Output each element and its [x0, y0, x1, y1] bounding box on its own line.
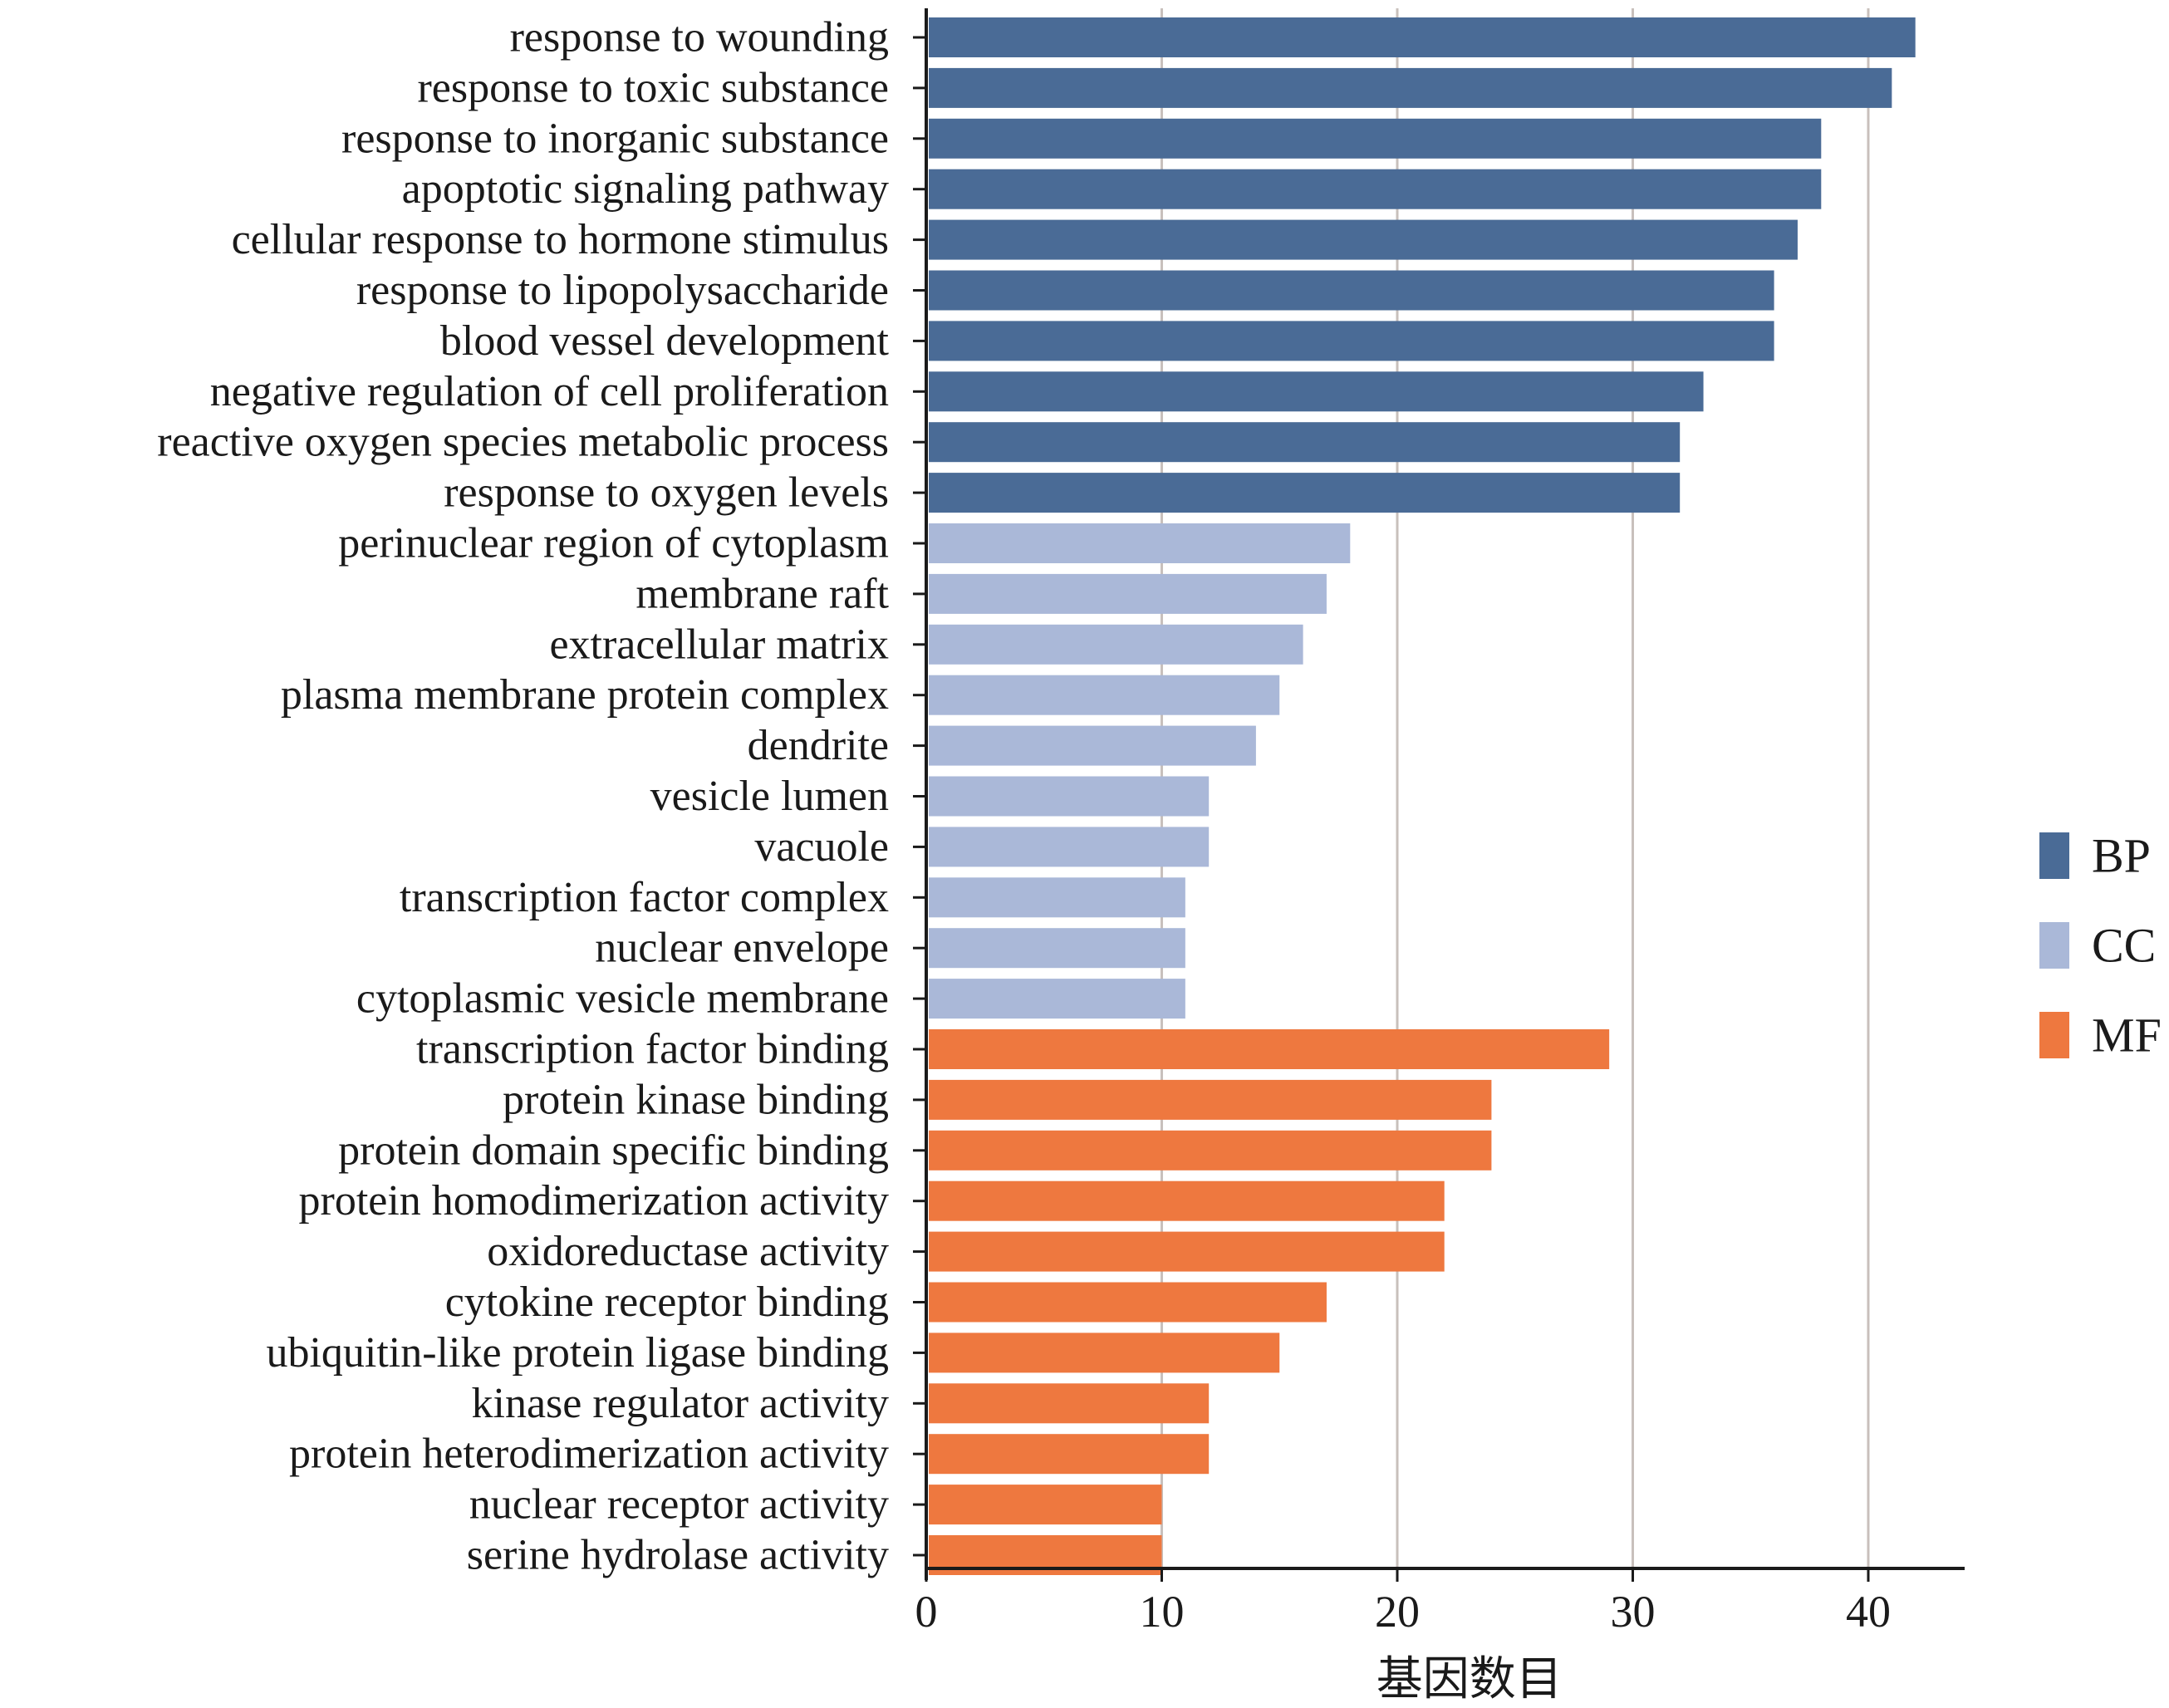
bar-response-to-oxygen-levels	[929, 473, 1681, 513]
bar-protein-kinase-binding	[929, 1079, 1492, 1120]
x-tick-label-20: 20	[1375, 1587, 1420, 1637]
x-tick-label-40: 40	[1846, 1587, 1891, 1637]
bar-blood-vessel-development	[929, 321, 1774, 361]
category-label-cellular-response-to-hormone-stimulus: cellular response to hormone stimulus	[232, 216, 889, 263]
bar-cellular-response-to-hormone-stimulus	[929, 219, 1798, 260]
bar-vesicle-lumen	[929, 776, 1210, 817]
bar-response-to-inorganic-substance	[929, 118, 1822, 159]
category-label-oxidoreductase-activity: oxidoreductase activity	[487, 1228, 889, 1275]
legend-swatch-cc	[2039, 922, 2069, 969]
category-label-membrane-raft: membrane raft	[635, 570, 889, 617]
x-axis-title: 基因数目	[1376, 1654, 1563, 1704]
x-tick-label-30: 30	[1611, 1587, 1656, 1637]
bar-protein-domain-specific-binding	[929, 1130, 1492, 1171]
category-label-response-to-toxic-substance: response to toxic substance	[417, 64, 889, 111]
category-label-perinuclear-region-of-cytoplasm: perinuclear region of cytoplasm	[338, 520, 889, 567]
legend-swatch-bp	[2039, 832, 2069, 879]
x-tick-labels: 0 10 20 30 40	[915, 1587, 1892, 1637]
category-label-protein-domain-specific-binding: protein domain specific binding	[338, 1126, 889, 1174]
category-label-cytokine-receptor-binding: cytokine receptor binding	[445, 1279, 889, 1326]
bar-response-to-wounding	[929, 17, 1916, 57]
category-label-nuclear-receptor-activity: nuclear receptor activity	[469, 1481, 889, 1529]
category-label-serine-hydrolase-activity: serine hydrolase activity	[467, 1532, 889, 1579]
bars	[929, 17, 1916, 1575]
bar-vacuole	[929, 827, 1210, 867]
bar-extracellular-matrix	[929, 624, 1303, 665]
bar-plasma-membrane-protein-complex	[929, 675, 1280, 715]
axes	[913, 8, 1965, 1582]
bar-protein-heterodimerization-activity	[929, 1434, 1210, 1475]
category-label-plasma-membrane-protein-complex: plasma membrane protein complex	[281, 671, 889, 719]
bar-perinuclear-region-of-cytoplasm	[929, 523, 1351, 563]
bar-oxidoreductase-activity	[929, 1231, 1445, 1272]
category-label-transcription-factor-complex: transcription factor complex	[400, 874, 889, 921]
legend-label-bp: BP	[2092, 829, 2151, 883]
category-label-nuclear-envelope: nuclear envelope	[595, 925, 889, 972]
category-label-negative-regulation-of-cell-proliferation: negative regulation of cell proliferatio…	[210, 368, 889, 415]
legend-label-mf: MF	[2092, 1009, 2162, 1063]
legend: BP CC MF	[2039, 829, 2162, 1063]
bar-negative-regulation-of-cell-proliferation	[929, 371, 1704, 412]
bar-nuclear-envelope	[929, 928, 1185, 969]
category-label-extracellular-matrix: extracellular matrix	[549, 621, 889, 668]
bar-response-to-lipopolysaccharide	[929, 270, 1774, 311]
category-label-response-to-inorganic-substance: response to inorganic substance	[341, 115, 889, 162]
x-tick-label-10: 10	[1140, 1587, 1185, 1637]
bar-transcription-factor-complex	[929, 877, 1185, 918]
category-label-response-to-wounding: response to wounding	[510, 14, 889, 61]
category-label-protein-homodimerization-activity: protein homodimerization activity	[299, 1177, 889, 1225]
bar-cytoplasmic-vesicle-membrane	[929, 979, 1185, 1019]
x-tick-label-0: 0	[915, 1587, 938, 1637]
bar-nuclear-receptor-activity	[929, 1485, 1162, 1525]
category-label-vesicle-lumen: vesicle lumen	[650, 773, 889, 820]
legend-swatch-mf	[2039, 1012, 2069, 1058]
bar-dendrite	[929, 725, 1256, 766]
category-label-cytoplasmic-vesicle-membrane: cytoplasmic vesicle membrane	[356, 975, 889, 1023]
category-label-blood-vessel-development: blood vessel development	[440, 317, 890, 365]
bar-response-to-toxic-substance	[929, 67, 1892, 108]
category-label-apoptotic-signaling-pathway: apoptotic signaling pathway	[402, 165, 889, 213]
bar-reactive-oxygen-species-metabolic-process	[929, 422, 1681, 463]
category-label-response-to-oxygen-levels: response to oxygen levels	[444, 469, 889, 517]
category-label-transcription-factor-binding: transcription factor binding	[416, 1026, 889, 1073]
category-label-protein-heterodimerization-activity: protein heterodimerization activity	[289, 1431, 889, 1478]
category-label-response-to-lipopolysaccharide: response to lipopolysaccharide	[356, 267, 889, 314]
category-label-protein-kinase-binding: protein kinase binding	[503, 1076, 889, 1123]
legend-label-cc: CC	[2092, 919, 2156, 973]
bar-membrane-raft	[929, 573, 1327, 614]
category-label-reactive-oxygen-species-metabolic-process: reactive oxygen species metabolic proces…	[157, 419, 889, 466]
category-label-kinase-regulator-activity: kinase regulator activity	[472, 1380, 889, 1427]
bar-cytokine-receptor-binding	[929, 1282, 1327, 1323]
category-label-dendrite: dendrite	[748, 722, 889, 769]
bar-apoptotic-signaling-pathway	[929, 169, 1822, 209]
bar-transcription-factor-binding	[929, 1029, 1610, 1069]
bar-protein-homodimerization-activity	[929, 1180, 1445, 1221]
bar-ubiquitin-like-protein-ligase-binding	[929, 1333, 1280, 1373]
bar-kinase-regulator-activity	[929, 1383, 1210, 1424]
category-label-vacuole: vacuole	[754, 823, 889, 871]
category-label-ubiquitin-like-protein-ligase-binding: ubiquitin-like protein ligase binding	[266, 1329, 889, 1377]
